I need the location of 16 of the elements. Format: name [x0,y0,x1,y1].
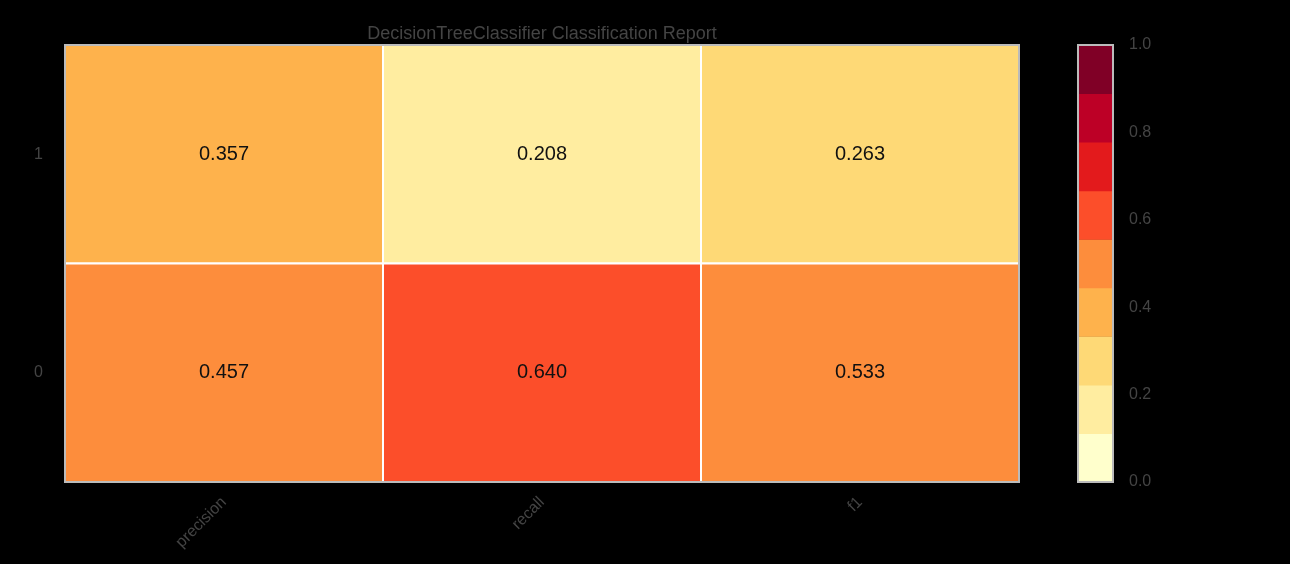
x-tick-label: f1 [843,492,866,515]
data-label: 0.208 [516,141,568,164]
color-bar-label: 0.6 [1129,210,1152,228]
color-bar-label: 1.0 [1129,35,1152,53]
color-bar-label: 0.4 [1129,297,1152,315]
y-tick-label: 1 [34,144,44,162]
color-bar-label: 0.8 [1129,122,1152,140]
color-bar-label: 0.2 [1129,385,1152,403]
data-label: 0.457 [198,360,250,383]
data-label: 0.533 [834,360,886,383]
data-label: 0.263 [834,141,886,164]
chart-title: DecisionTreeClassifier Classification Report [367,23,717,43]
color-bar-label: 0.0 [1129,472,1152,490]
data-label: 0.357 [198,141,250,164]
y-tick-label: 0 [34,363,44,381]
data-label: 0.640 [516,360,568,383]
